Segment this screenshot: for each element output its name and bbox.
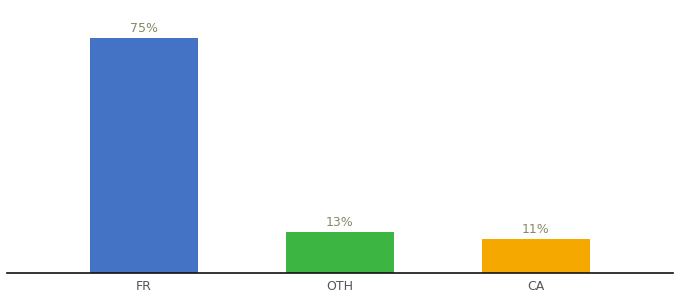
Text: 13%: 13% — [326, 216, 354, 229]
Bar — [286, 232, 394, 273]
Bar — [482, 239, 590, 273]
Text: 11%: 11% — [522, 223, 550, 236]
Bar — [90, 38, 198, 273]
Text: 75%: 75% — [130, 22, 158, 35]
